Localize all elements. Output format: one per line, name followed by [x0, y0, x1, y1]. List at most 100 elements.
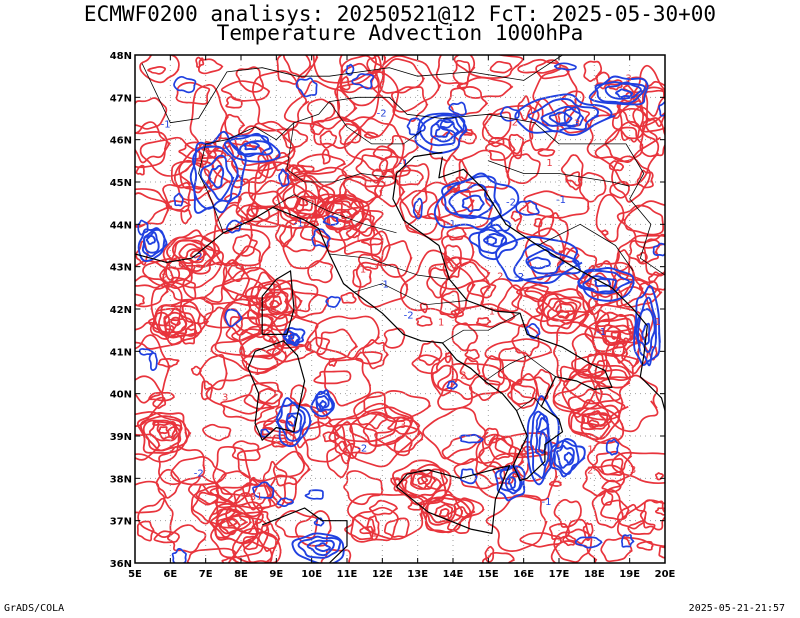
advection-contour [135, 97, 168, 130]
advection-contour [415, 315, 433, 327]
advection-contour [602, 324, 632, 347]
advection-contour [464, 348, 480, 361]
advection-contour [359, 525, 374, 535]
advection-contour [391, 169, 424, 186]
advection-contour [480, 278, 523, 313]
coastline [247, 340, 306, 441]
advection-contour [274, 224, 293, 248]
advection-contour [535, 413, 550, 433]
advection-contour [417, 476, 429, 485]
lon-tick-label: 9E [269, 569, 283, 580]
lon-tick-label: 6E [163, 569, 177, 580]
advection-contour [529, 410, 553, 479]
contour-value-label: 3 [574, 119, 580, 130]
advection-contour [577, 267, 635, 302]
advection-contour [519, 532, 563, 548]
advection-contour [490, 216, 512, 233]
advection-contour [328, 411, 398, 443]
advection-contour [285, 412, 303, 434]
advection-contour [353, 391, 388, 430]
advection-contour [195, 485, 234, 505]
advection-contour [287, 291, 329, 319]
advection-contour [192, 491, 238, 525]
advection-contour [368, 499, 399, 516]
advection-contour [260, 295, 283, 311]
advection-contour [571, 352, 640, 380]
advection-contour [272, 174, 336, 219]
advection-contour [276, 497, 295, 507]
advection-contour [477, 228, 508, 254]
advection-contour [548, 111, 573, 125]
contour-value-label: 3 [222, 393, 228, 404]
advection-contour [428, 256, 491, 290]
advection-contour [325, 200, 359, 223]
advection-contour [565, 518, 591, 545]
contour-value-label: -1 [556, 195, 566, 206]
lat-tick-label: 48N [110, 51, 132, 62]
advection-contour [549, 523, 571, 540]
advection-contour [157, 358, 180, 368]
advection-contour [475, 317, 492, 326]
advection-contour [341, 148, 399, 188]
advection-contour [366, 515, 380, 541]
advection-contour [557, 105, 590, 134]
advection-contour [654, 507, 665, 516]
advection-contour [313, 194, 370, 242]
coastline [442, 312, 521, 344]
contour-value-label: 2 [497, 272, 503, 283]
advection-contour [171, 548, 187, 563]
advection-contour [221, 557, 238, 563]
advection-contour [441, 175, 502, 220]
contour-value-label: 1 [655, 317, 661, 328]
coastline [537, 223, 634, 272]
advection-contour [170, 316, 181, 327]
advection-contour [431, 364, 459, 391]
advection-contour [562, 534, 577, 547]
advection-contour [535, 59, 570, 80]
advection-contour [526, 395, 560, 486]
advection-contour [153, 530, 181, 544]
advection-contour [638, 280, 659, 296]
advection-contour [247, 279, 303, 320]
advection-contour [439, 290, 461, 319]
coastline [329, 101, 422, 145]
advection-contour [595, 71, 611, 90]
advection-contour [252, 481, 275, 499]
contour-value-label: -1 [161, 120, 171, 131]
advection-contour [439, 261, 492, 310]
advection-contour [231, 440, 261, 462]
advection-contour [137, 219, 149, 236]
contour-value-label: 1 [587, 444, 593, 455]
advection-contour [198, 58, 224, 75]
advection-contour [330, 208, 354, 224]
advection-contour [282, 128, 309, 149]
advection-contour [139, 55, 180, 84]
advection-contour [352, 262, 372, 288]
advection-contour [231, 140, 269, 184]
advection-contour [495, 235, 582, 282]
advection-contour [212, 445, 252, 505]
advection-contour [600, 229, 609, 236]
advection-contour [456, 76, 514, 99]
advection-contour [526, 256, 552, 270]
lon-tick-label: 10E [301, 569, 322, 580]
advection-contour [595, 193, 625, 243]
advection-contour [443, 244, 462, 272]
contour-value-label: -2 [404, 310, 414, 321]
advection-contour [453, 55, 524, 79]
advection-contour [658, 545, 665, 559]
advection-contour [170, 455, 228, 486]
advection-contour [343, 470, 384, 506]
advection-contour [175, 81, 211, 105]
advection-contour [570, 399, 625, 445]
advection-contour [592, 311, 644, 357]
advection-contour [605, 438, 620, 456]
advection-contour [459, 468, 478, 485]
coastline [135, 253, 192, 263]
contour-value-label: 1 [489, 307, 495, 318]
advection-contour [482, 551, 515, 563]
advection-contour [357, 253, 382, 270]
advection-contour [444, 351, 452, 364]
contour-value-label: 1 [243, 360, 249, 371]
advection-contour [615, 88, 634, 99]
